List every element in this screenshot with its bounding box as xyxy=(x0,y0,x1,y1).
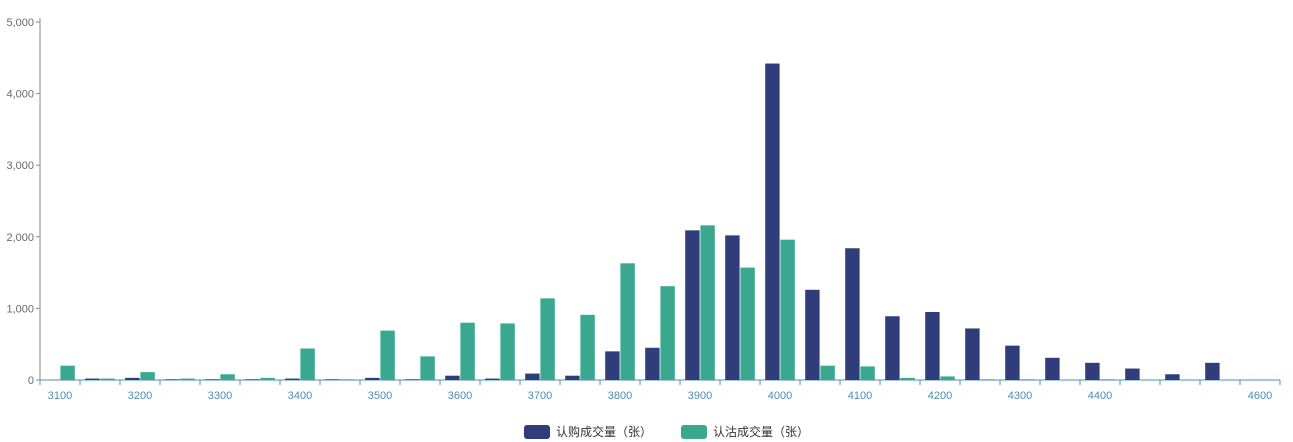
x-tick-label: 3400 xyxy=(288,390,312,402)
bar-call-volume xyxy=(85,378,100,380)
x-tick-label: 3700 xyxy=(528,390,552,402)
bar-put-volume xyxy=(180,378,195,380)
legend-swatch xyxy=(524,425,550,439)
bar-put-volume xyxy=(420,356,435,380)
bar-call-volume xyxy=(285,378,300,380)
bars-group xyxy=(60,63,1235,380)
bar-call-volume xyxy=(245,379,260,380)
legend: 认购成交量（张） 认沽成交量（张） xyxy=(524,424,809,439)
bar-put-volume xyxy=(820,365,835,380)
bar-put-volume xyxy=(700,225,715,380)
y-tick-label: 2,000 xyxy=(6,232,34,244)
bar-put-volume xyxy=(220,374,235,380)
bar-put-volume xyxy=(100,378,115,380)
x-tick-label: 3200 xyxy=(128,390,152,402)
x-tick-label: 4600 xyxy=(1248,390,1272,402)
bar-put-volume xyxy=(260,377,275,380)
x-tick-label: 4300 xyxy=(1008,390,1032,402)
bar-put-volume xyxy=(300,348,315,380)
bar-call-volume xyxy=(1045,357,1060,380)
bar-put-volume xyxy=(460,322,475,380)
bar-call-volume xyxy=(605,351,620,380)
bar-call-volume xyxy=(205,379,220,380)
legend-item-call: 认购成交量（张） xyxy=(524,424,652,439)
bar-call-volume xyxy=(165,379,180,380)
bar-call-volume xyxy=(1165,374,1180,380)
bar-call-volume xyxy=(1205,362,1220,380)
y-tick-label: 4,000 xyxy=(6,89,34,101)
legend-label: 认沽成交量（张） xyxy=(713,424,809,439)
bar-put-volume xyxy=(900,377,915,380)
bar-put-volume xyxy=(660,286,675,380)
y-tick-label: 3,000 xyxy=(6,160,34,172)
bar-put-volume xyxy=(500,323,515,380)
bar-put-volume xyxy=(860,366,875,380)
x-tick-label: 3300 xyxy=(208,390,232,402)
bar-call-volume xyxy=(1085,362,1100,380)
legend-item-put: 认沽成交量（张） xyxy=(681,424,809,439)
bar-put-volume xyxy=(60,365,75,380)
bar-call-volume xyxy=(925,311,940,380)
bar-call-volume xyxy=(485,378,500,380)
y-tick-label: 1,000 xyxy=(6,303,34,315)
bar-put-volume xyxy=(580,314,595,380)
x-axis: 3100 3200 3300 3400 3500 3600 3700 3800 3900 4000… xyxy=(39,379,1281,402)
bar-call-volume xyxy=(325,379,340,380)
bar-put-volume xyxy=(380,330,395,380)
bar-put-volume xyxy=(340,379,355,380)
x-tick-label: 3900 xyxy=(688,390,712,402)
bar-call-volume xyxy=(565,375,580,380)
bar-call-volume xyxy=(445,375,460,380)
bar-call-volume xyxy=(125,377,140,380)
x-tick-label: 3800 xyxy=(608,390,632,402)
bar-call-volume xyxy=(645,347,660,380)
bar-call-volume xyxy=(1005,345,1020,380)
bar-call-volume xyxy=(405,379,420,380)
bar-call-volume xyxy=(365,377,380,380)
bar-call-volume xyxy=(765,63,780,380)
legend-label: 认购成交量（张） xyxy=(556,424,652,439)
bar-put-volume xyxy=(140,372,155,380)
bar-call-volume xyxy=(845,248,860,380)
x-tick-label: 4100 xyxy=(848,390,872,402)
bar-call-volume xyxy=(725,235,740,380)
x-tick-label: 3600 xyxy=(448,390,472,402)
bar-put-volume xyxy=(780,239,795,380)
bar-call-volume xyxy=(1125,368,1140,380)
x-tick-label: 4000 xyxy=(768,390,792,402)
bar-call-volume xyxy=(525,373,540,380)
bar-put-volume xyxy=(740,267,755,380)
bar-call-volume xyxy=(805,289,820,380)
bar-call-volume xyxy=(885,316,900,380)
x-tick-label: 4400 xyxy=(1088,390,1112,402)
bar-put-volume xyxy=(1020,379,1035,380)
legend-swatch xyxy=(681,425,707,439)
bar-put-volume xyxy=(980,379,995,380)
bar-put-volume xyxy=(620,263,635,380)
x-tick-label: 4200 xyxy=(928,390,952,402)
bar-put-volume xyxy=(1100,379,1115,380)
y-axis: 0 1,000 2,000 3,000 4,000 5,000 xyxy=(6,17,41,387)
bar-put-volume xyxy=(540,298,555,380)
x-tick-label: 3500 xyxy=(368,390,392,402)
bar-put-volume xyxy=(940,376,955,380)
x-tick-label: 3100 xyxy=(48,390,72,402)
y-tick-label: 5,000 xyxy=(6,17,34,29)
bar-call-volume xyxy=(965,328,980,380)
y-tick-label: 0 xyxy=(28,375,34,387)
bar-call-volume xyxy=(685,230,700,380)
